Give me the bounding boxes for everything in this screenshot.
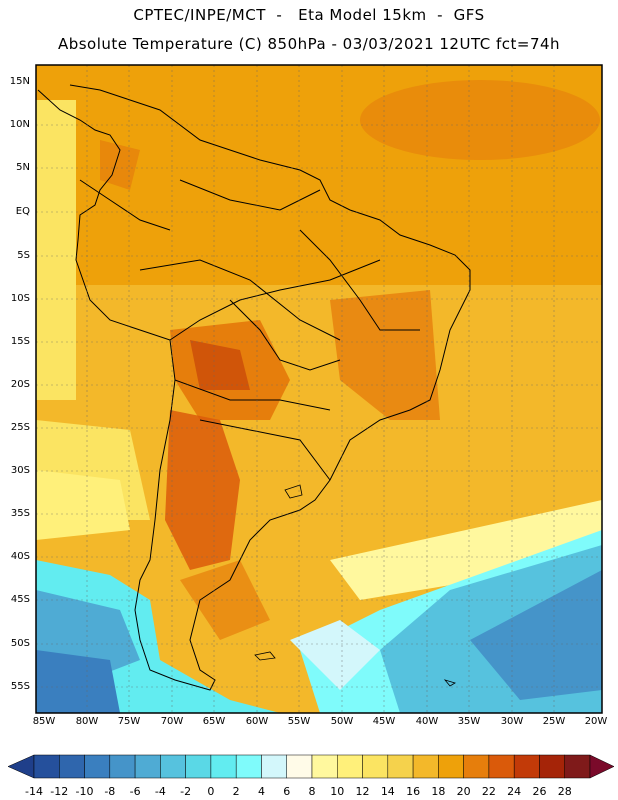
colorbar-tick-label: 0 (207, 785, 215, 798)
lon-label: 80W (75, 716, 99, 727)
lat-label: 55S (10, 681, 30, 692)
lon-label: 45W (372, 716, 396, 727)
lat-label: 10N (9, 119, 30, 130)
lon-label: 85W (32, 716, 56, 727)
lon-label: 60W (245, 716, 269, 727)
lat-label: 45S (10, 594, 30, 605)
field-warm-patagonia (180, 560, 270, 640)
coastlines (37, 84, 471, 691)
field-cold-edge (290, 620, 380, 690)
colorbar-swatch (235, 754, 262, 779)
colorbar-swatch (337, 754, 363, 779)
colorbar-tick-label: 10 (330, 785, 345, 798)
lon-label: 65W (202, 716, 226, 727)
colorbar-tick-label: -6 (129, 785, 141, 798)
lat-label: 10S (10, 293, 30, 304)
colorbar-tick-label: 16 (406, 785, 421, 798)
map-frame (35, 64, 603, 714)
colorbar-swatch (286, 754, 313, 779)
lat-label: 40S (10, 551, 30, 562)
colorbar-swatch (109, 754, 136, 779)
field-warm-brazil (330, 290, 440, 420)
graticule (36, 65, 602, 713)
colorbar-tick-label: 2 (232, 785, 240, 798)
colorbar-swatch (513, 754, 540, 779)
colorbar-swatch (160, 754, 186, 779)
lon-label: 55W (287, 716, 311, 727)
colorbar-swatch (362, 754, 389, 779)
colorbar-tick-label: -12 (50, 785, 69, 798)
colorbar-swatch (84, 754, 111, 779)
field-cold-se-deep (470, 570, 602, 700)
islands (254, 484, 456, 687)
colorbar-swatch (463, 754, 490, 779)
lat-label: 20S (10, 379, 30, 390)
colorbar-tick-label: -10 (75, 785, 94, 798)
lon-label: 70W (160, 716, 184, 727)
field-warm-andes (165, 410, 240, 570)
colorbar-tick-label: 20 (456, 785, 471, 798)
colorbar-swatch (261, 754, 287, 779)
lat-label: 25S (10, 422, 30, 433)
colorbar-tick-label: 26 (532, 785, 547, 798)
field-hot-chaco (190, 340, 250, 390)
lon-label: 30W (500, 716, 524, 727)
lat-label: EQ (15, 206, 30, 217)
colorbar-tick-label: 18 (431, 785, 446, 798)
lat-label: 35S (10, 508, 30, 519)
field-cold-sw-deepest (36, 650, 120, 713)
colorbar-min-arrow (7, 754, 35, 779)
colorbar-swatch (210, 754, 237, 779)
colorbar-swatch (387, 754, 414, 779)
title-line-1: CPTEC/INPE/MCT - Eta Model 15km - GFS (133, 6, 485, 24)
colorbar-tick-label: 8 (308, 785, 316, 798)
lat-label: 15S (10, 336, 30, 347)
colorbar-swatch (311, 754, 338, 779)
colorbar-tick-label: -2 (180, 785, 192, 798)
colorbar-swatch (488, 754, 515, 779)
lon-label: 40W (415, 716, 439, 727)
lat-label: 30S (10, 465, 30, 476)
colorbar-tick-label: 24 (507, 785, 522, 798)
field-pacific-strip (36, 100, 76, 400)
lon-label: 25W (542, 716, 566, 727)
colorbar-tick-label: 22 (481, 785, 496, 798)
colorbar-swatch (564, 754, 591, 779)
colorbar-swatch (59, 754, 85, 779)
colorbar-swatch (438, 754, 464, 779)
colorbar-tick-label: -4 (154, 785, 166, 798)
colorbar-swatch (33, 754, 60, 779)
lat-label: 50S (10, 638, 30, 649)
colorbar (7, 754, 615, 779)
colorbar-tick-label: -8 (104, 785, 116, 798)
lat-label: 5S (17, 250, 30, 261)
lon-label: 35W (457, 716, 481, 727)
field-pacific-cool (36, 470, 130, 540)
colorbar-max-arrow (589, 754, 615, 779)
field-south-atlantic-yellow (330, 500, 602, 600)
colorbar-tick-label: 6 (283, 785, 291, 798)
field-atlantic-warm (360, 80, 600, 160)
lon-label: 75W (117, 716, 141, 727)
lat-label: 5N (16, 162, 30, 173)
colorbar-tick-label: 28 (557, 785, 572, 798)
colorbar-tick-label: 14 (380, 785, 395, 798)
lat-label: 15N (9, 76, 30, 87)
title-line-2: Absolute Temperature (C) 850hPa - 03/03/… (57, 35, 561, 53)
colorbar-swatch (412, 754, 439, 779)
colorbar-tick-label: -14 (25, 785, 43, 798)
colorbar-swatch (539, 754, 565, 779)
colorbar-swatch (134, 754, 161, 779)
lon-label: 20W (584, 716, 608, 727)
colorbar-tick-label: 12 (355, 785, 370, 798)
lon-label: 50W (330, 716, 354, 727)
colorbar-tick-label: 4 (257, 785, 265, 798)
colorbar-swatch (185, 754, 212, 779)
